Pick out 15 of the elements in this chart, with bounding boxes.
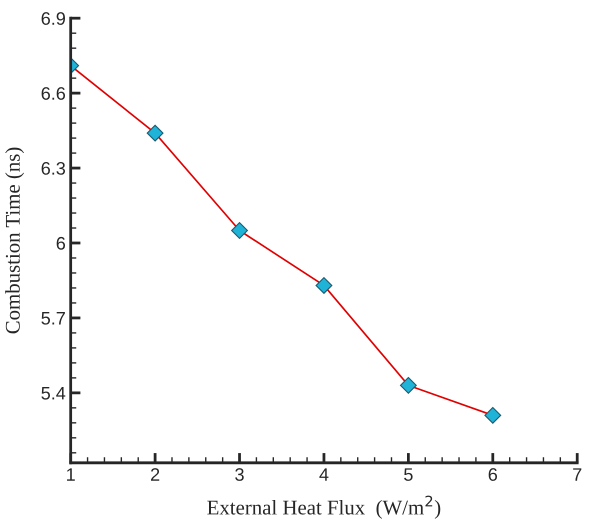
y-tick-label: 6.6	[42, 87, 66, 100]
x-tick-label: 2	[150, 468, 160, 481]
x-tick-label: 4	[319, 468, 328, 481]
x-tick-label: 3	[235, 468, 244, 481]
y-tick-label: 6	[56, 236, 66, 250]
x-tick-label: 1	[67, 468, 75, 481]
y-tick-label: 5.7	[41, 312, 65, 325]
y-tick-label: 5.4	[41, 386, 66, 400]
y-tick-label: 6.3	[42, 162, 66, 175]
x-tick-label: 7	[573, 468, 582, 481]
x-tick-label: 5	[404, 468, 413, 481]
y-axis-title: Combustion Time (ns)	[5, 148, 24, 334]
x-axis-title: External Heat Flux (W/m$^{2}$)	[207, 496, 440, 519]
y-tick-label: 6.9	[42, 12, 65, 25]
x-tick-label: 6	[488, 468, 498, 481]
